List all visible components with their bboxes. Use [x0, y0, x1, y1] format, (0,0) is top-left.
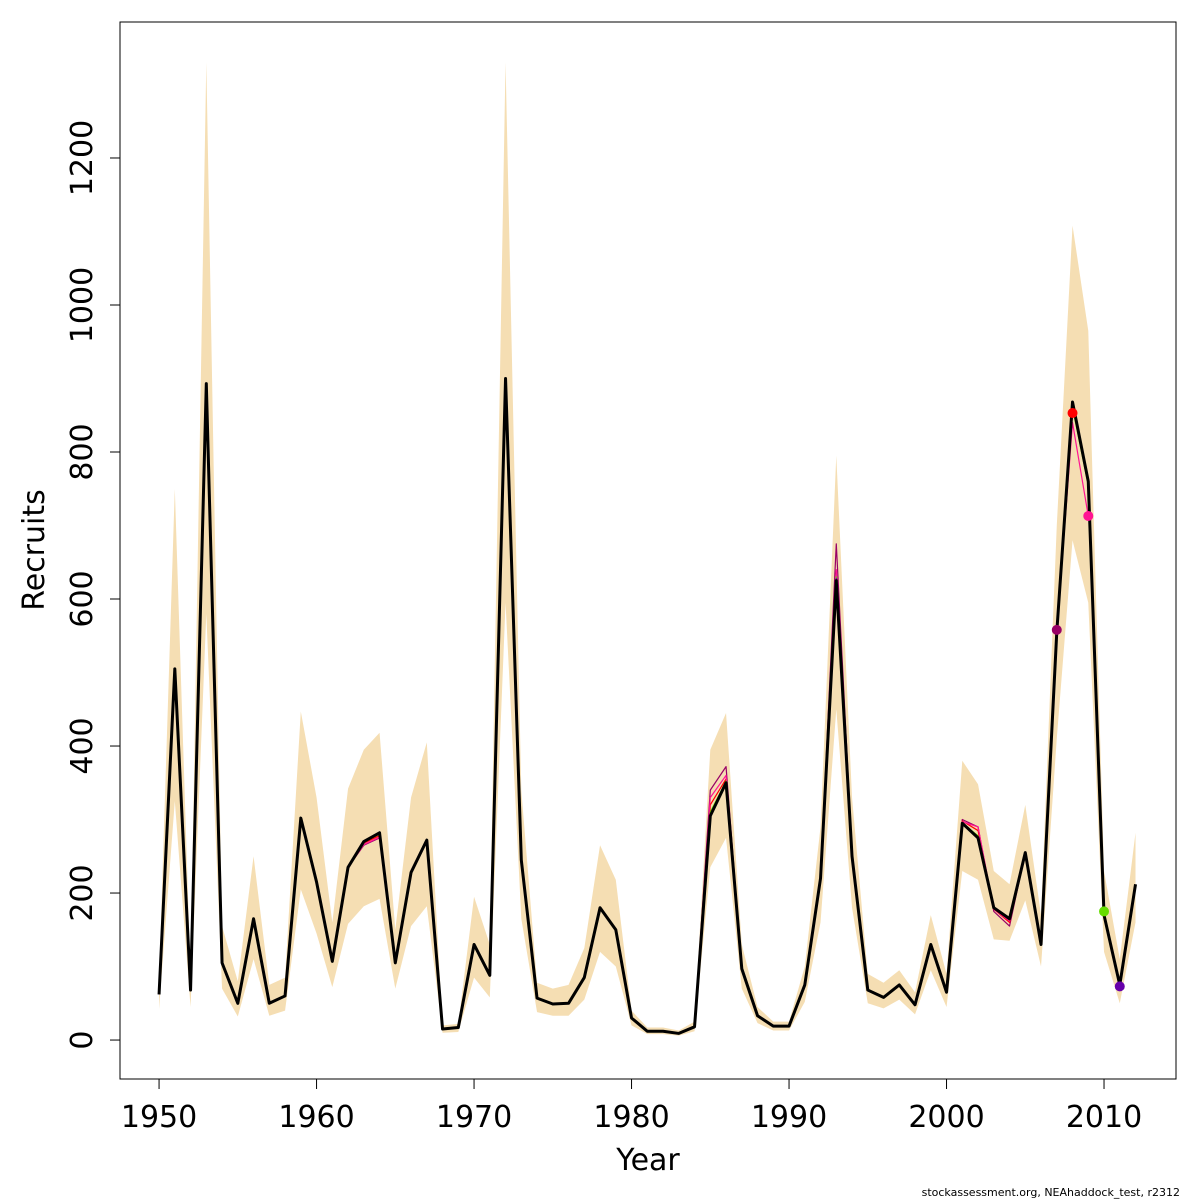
end-point — [1099, 906, 1110, 917]
x-tick-label: 1980 — [593, 1100, 669, 1135]
end-point — [1083, 510, 1094, 521]
footer: stockassessment.org, NEAhaddock_test, r2… — [922, 1186, 1180, 1199]
end-point — [1067, 408, 1078, 419]
end-point — [1114, 981, 1125, 992]
x-tick-label: 1970 — [436, 1100, 512, 1135]
end-point — [1051, 624, 1062, 635]
y-tick-label: 1000 — [65, 267, 100, 343]
y-tick-label: 400 — [65, 717, 100, 774]
series-line — [157, 376, 1138, 1035]
y-tick-label: 1200 — [65, 120, 100, 196]
y-tick-label: 800 — [65, 423, 100, 480]
y-tick-label: 200 — [65, 864, 100, 921]
plot-frame — [119, 21, 1177, 1080]
x-tick-label: 1990 — [751, 1100, 827, 1135]
x-tick-label: 2000 — [908, 1100, 984, 1135]
x-tick-label: 2010 — [1066, 1100, 1142, 1135]
plot-area — [157, 62, 1138, 1036]
y-tick-label: 600 — [65, 570, 100, 627]
x-axis-label: Year — [615, 1143, 680, 1178]
y-tick-label: 0 — [65, 1030, 100, 1049]
y-axis-label: Recruits — [17, 489, 52, 611]
x-tick-label: 1960 — [278, 1100, 354, 1135]
x-tick-label: 1950 — [121, 1100, 197, 1135]
